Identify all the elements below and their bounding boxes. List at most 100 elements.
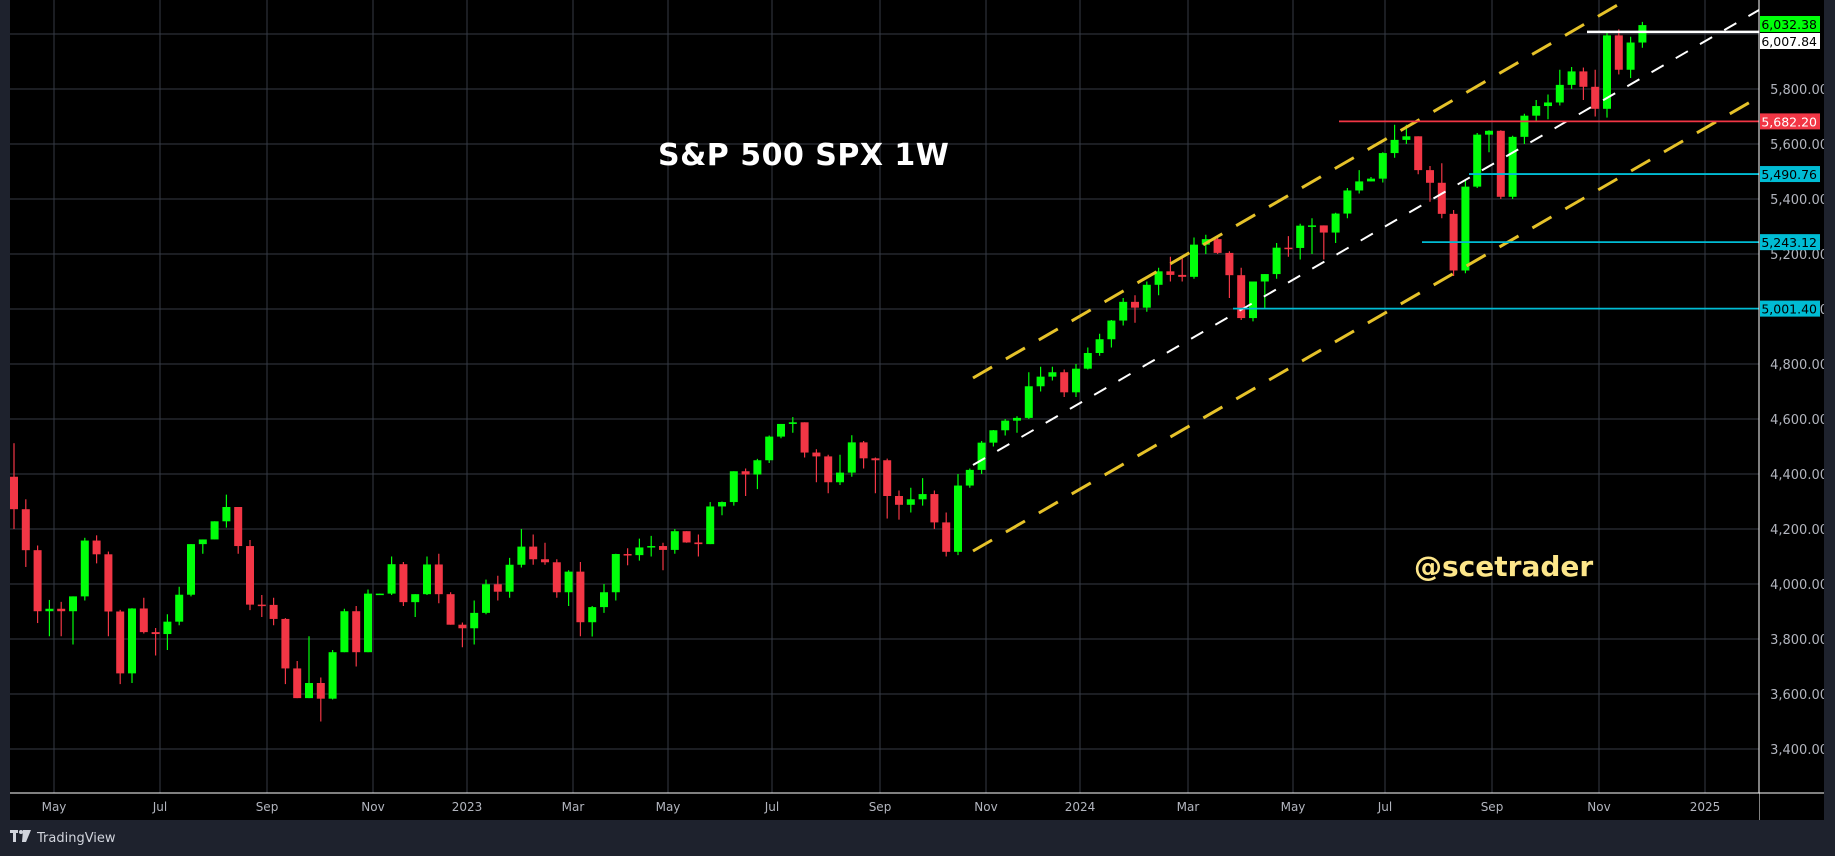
candle-body[interactable] <box>635 547 644 556</box>
candle-body[interactable] <box>1024 386 1033 418</box>
candle-body[interactable] <box>1544 102 1552 107</box>
candle-body[interactable] <box>1048 372 1057 377</box>
candle-body[interactable] <box>1567 71 1576 85</box>
candle-body[interactable] <box>1390 139 1399 154</box>
candle-body[interactable] <box>1119 301 1128 321</box>
candle-body[interactable] <box>753 460 762 475</box>
candle-body[interactable] <box>1355 181 1364 191</box>
candle-body[interactable] <box>1520 115 1529 137</box>
candle-body[interactable] <box>1378 153 1387 179</box>
candle-body[interactable] <box>954 485 962 552</box>
candle-body[interactable] <box>446 594 455 625</box>
candle-body[interactable] <box>552 562 561 593</box>
candle-body[interactable] <box>847 442 856 473</box>
candle-body[interactable] <box>1060 372 1069 393</box>
candle-body[interactable] <box>1272 247 1281 275</box>
candle-body[interactable] <box>659 546 667 550</box>
candle-body[interactable] <box>883 460 892 496</box>
candle-body[interactable] <box>588 607 597 623</box>
chart-pane[interactable]: 5,800.005,600.005,400.005,200.005,000.00… <box>10 0 1824 820</box>
candle-body[interactable] <box>682 531 691 543</box>
candle-body[interactable] <box>1532 106 1541 116</box>
candle-body[interactable] <box>1166 271 1175 275</box>
candle-body[interactable] <box>541 559 549 563</box>
candle-body[interactable] <box>210 521 219 540</box>
candle-body[interactable] <box>729 471 738 503</box>
candle-body[interactable] <box>1296 225 1305 248</box>
candle-body[interactable] <box>1343 190 1352 214</box>
candle-body[interactable] <box>1402 136 1411 140</box>
candle-body[interactable] <box>1154 271 1163 285</box>
candle-body[interactable] <box>316 683 325 699</box>
candle-body[interactable] <box>1555 84 1564 103</box>
candle-body[interactable] <box>305 683 313 699</box>
candle-body[interactable] <box>1308 225 1316 227</box>
candle-body[interactable] <box>1107 320 1116 340</box>
candle-body[interactable] <box>104 554 113 612</box>
time-axis[interactable] <box>10 793 1759 820</box>
candle-body[interactable] <box>1237 275 1246 319</box>
candle-body[interactable] <box>836 472 844 483</box>
candle-body[interactable] <box>482 584 490 613</box>
candle-body[interactable] <box>1284 247 1293 250</box>
candle-body[interactable] <box>977 442 986 470</box>
candle-body[interactable] <box>564 571 573 593</box>
candle-body[interactable] <box>1485 130 1493 135</box>
candle-body[interactable] <box>257 604 266 607</box>
candle-body[interactable] <box>187 544 195 595</box>
candle-body[interactable] <box>777 423 785 437</box>
candle-body[interactable] <box>458 624 467 629</box>
candle-body[interactable] <box>1603 35 1611 109</box>
footer-brand[interactable]: TradingView <box>10 826 116 850</box>
candle-body[interactable] <box>1414 136 1423 171</box>
candle-body[interactable] <box>281 618 290 669</box>
candle-body[interactable] <box>965 469 974 486</box>
candle-body[interactable] <box>116 611 125 674</box>
candle-body[interactable] <box>175 594 184 622</box>
candle-body[interactable] <box>611 554 620 593</box>
candle-body[interactable] <box>1225 252 1234 276</box>
candle-body[interactable] <box>1095 339 1104 353</box>
candle-body[interactable] <box>80 540 89 597</box>
candle-body[interactable] <box>906 499 915 505</box>
candle-body[interactable] <box>375 593 384 596</box>
candle-body[interactable] <box>293 668 302 699</box>
candle-body[interactable] <box>1131 301 1139 308</box>
candle-body[interactable] <box>1249 281 1257 319</box>
candle-body[interactable] <box>163 621 172 635</box>
candle-body[interactable] <box>434 564 443 595</box>
candle-body[interactable] <box>942 522 951 552</box>
candle-body[interactable] <box>45 608 54 612</box>
candle-body[interactable] <box>1213 239 1222 253</box>
channel-lower-line[interactable] <box>972 95 1760 553</box>
candle-body[interactable] <box>57 608 66 612</box>
candle-body[interactable] <box>1072 368 1080 393</box>
candle-body[interactable] <box>1638 25 1647 43</box>
candle-body[interactable] <box>765 436 774 461</box>
candle-body[interactable] <box>352 611 361 653</box>
candle-body[interactable] <box>871 458 880 461</box>
candle-body[interactable] <box>517 546 526 565</box>
candle-body[interactable] <box>1496 130 1505 197</box>
candle-body[interactable] <box>1190 244 1198 277</box>
candle-body[interactable] <box>423 564 431 595</box>
candle-body[interactable] <box>1579 71 1588 87</box>
candle-body[interactable] <box>1626 42 1635 70</box>
candle-body[interactable] <box>234 507 243 547</box>
price-axis[interactable] <box>1759 0 1824 820</box>
candle-body[interactable] <box>21 509 30 551</box>
candle-body[interactable] <box>930 494 939 523</box>
candle-body[interactable] <box>600 592 608 608</box>
candle-body[interactable] <box>10 476 18 510</box>
candle-body[interactable] <box>222 507 231 522</box>
candle-body[interactable] <box>918 494 927 500</box>
candle-body[interactable] <box>1260 274 1269 282</box>
candle-body[interactable] <box>1036 376 1045 387</box>
candle-body[interactable] <box>139 608 148 633</box>
candle-body[interactable] <box>1013 417 1021 421</box>
candle-body[interactable] <box>505 564 514 592</box>
channel-upper-line[interactable] <box>972 0 1640 380</box>
candle-body[interactable] <box>128 608 136 674</box>
candle-body[interactable] <box>788 422 797 424</box>
candle-body[interactable] <box>1426 170 1434 183</box>
